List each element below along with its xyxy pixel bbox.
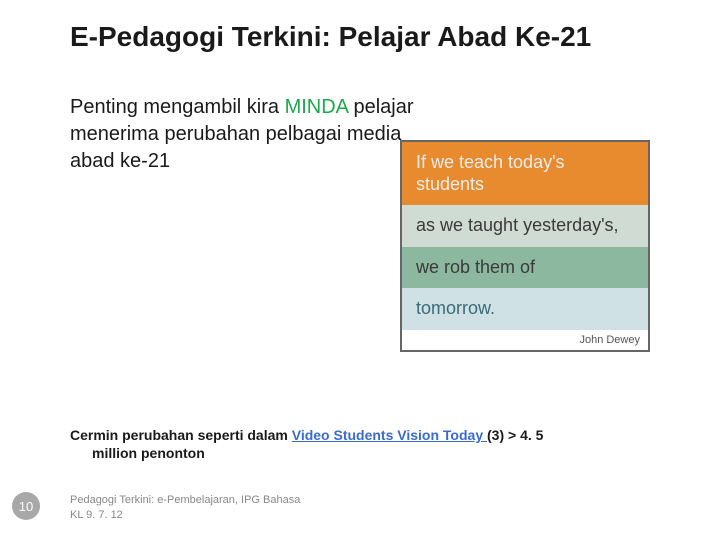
caption-after: (3) > 4. 5 [487, 427, 543, 443]
quote-strip-3: we rob them of [402, 247, 648, 289]
quote-attribution: John Dewey [402, 330, 648, 350]
footer-text: Pedagogi Terkini: e-Pembelajaran, IPG Ba… [70, 493, 300, 522]
body-text: Penting mengambil kira MINDA pelajar men… [70, 94, 430, 175]
video-link[interactable]: Video Students Vision Today [292, 427, 487, 443]
caption-line2: million penonton [92, 444, 680, 462]
quote-strip-1: If we teach today's students [402, 142, 648, 205]
quote-strip-4: tomorrow. [402, 288, 648, 330]
quote-panel: If we teach today's students as we taugh… [400, 140, 650, 352]
slide-title: E-Pedagogi Terkini: Pelajar Abad Ke-21 [70, 20, 680, 54]
body-before: Penting mengambil kira [70, 96, 285, 118]
slide-container: E-Pedagogi Terkini: Pelajar Abad Ke-21 P… [0, 0, 720, 540]
quote-strip-2: as we taught yesterday's, [402, 205, 648, 247]
caption-before: Cermin perubahan seperti dalam [70, 427, 292, 443]
slide-number-badge: 10 [12, 492, 40, 520]
footer-line2: KL 9. 7. 12 [70, 509, 123, 521]
caption-text: Cermin perubahan seperti dalam Video Stu… [70, 426, 680, 462]
body-highlight: MINDA [285, 96, 348, 118]
footer-line1: Pedagogi Terkini: e-Pembelajaran, IPG Ba… [70, 494, 300, 506]
